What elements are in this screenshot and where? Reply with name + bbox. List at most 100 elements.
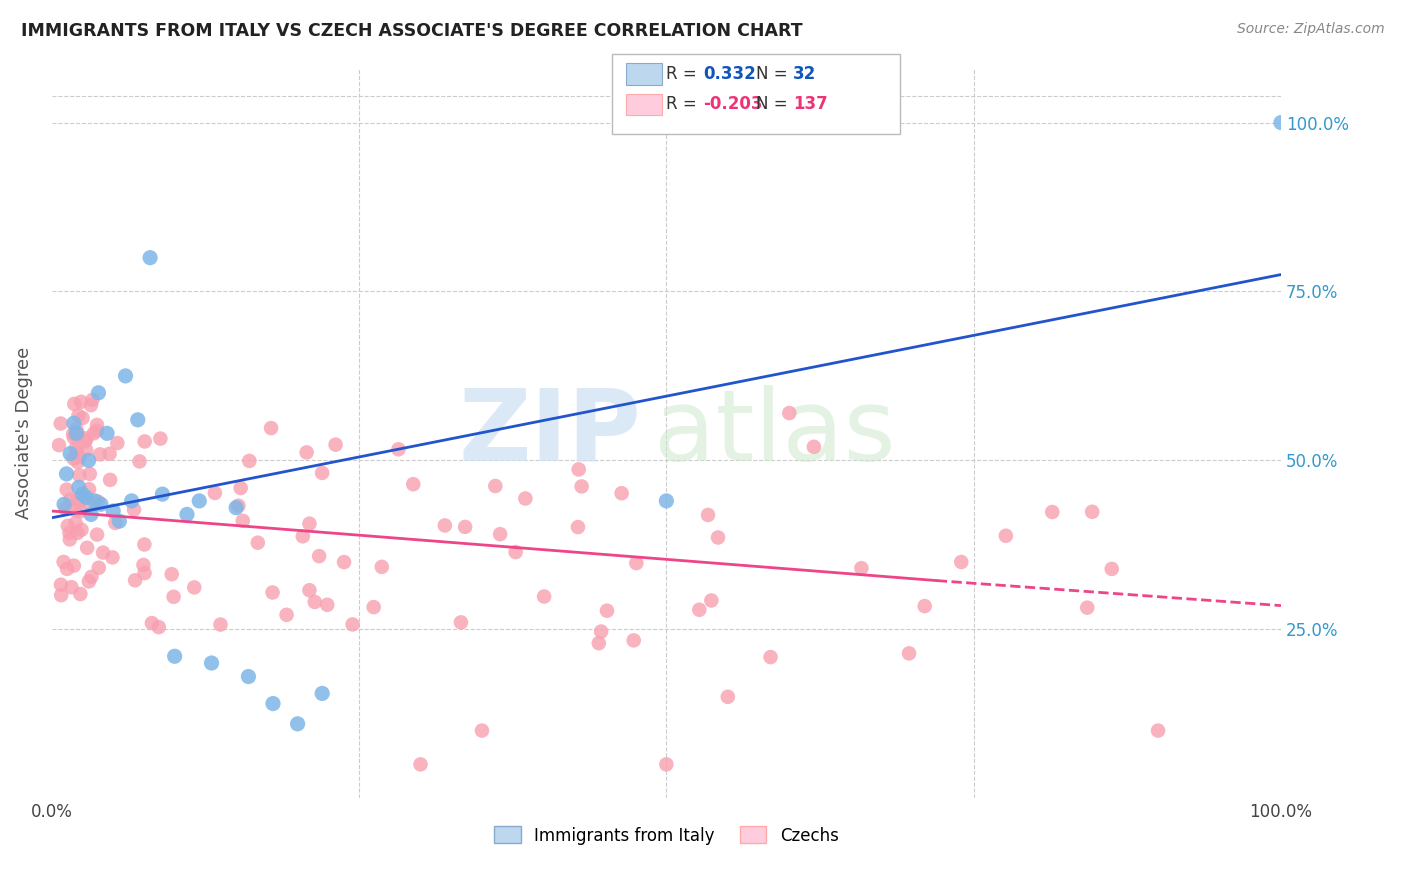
Point [688,603,710,617]
Point [70,394,93,409]
Point [75,443,97,458]
Point [56,562,79,576]
Point [803,440,825,454]
Point [114,368,136,383]
Text: 32: 32 [793,65,817,83]
Point [591,624,613,639]
Point [127,413,149,427]
Point [77,574,100,589]
Point [276,607,298,622]
Point [311,466,333,480]
Point [79,467,101,481]
Point [1147,723,1170,738]
Point [1040,505,1063,519]
Text: R =: R = [666,95,703,113]
Point [65,503,87,517]
Point [105,436,128,450]
Text: atlas: atlas [654,384,896,482]
Point [484,479,506,493]
Point [60,580,83,594]
Point [80,570,103,584]
Point [291,529,314,543]
Point [1270,115,1292,129]
Point [229,481,252,495]
Point [402,477,425,491]
Point [489,527,512,541]
Point [66,491,89,506]
Point [655,494,678,508]
Point [209,617,232,632]
Point [150,487,173,501]
Point [655,757,678,772]
Text: ZIP: ZIP [458,384,641,482]
Point [66,525,89,540]
Point [176,508,198,522]
Point [67,409,90,423]
Point [66,444,89,458]
Point [49,577,72,591]
Text: Source: ZipAtlas.com: Source: ZipAtlas.com [1237,22,1385,37]
Point [65,426,87,441]
Point [851,561,873,575]
Point [48,438,70,452]
Point [66,427,89,442]
Point [67,480,90,494]
Point [75,491,97,505]
Point [66,455,89,469]
Point [73,490,96,504]
Point [76,431,98,445]
Point [132,558,155,572]
Point [90,497,112,511]
Point [1076,600,1098,615]
Point [103,504,125,518]
Point [914,599,936,613]
Point [626,556,648,570]
Point [588,636,610,650]
Point [128,454,150,468]
Point [596,604,619,618]
Point [148,620,170,634]
Point [697,508,720,522]
Point [80,508,103,522]
Point [308,549,330,563]
Point [55,467,77,481]
Point [98,447,121,461]
Text: IMMIGRANTS FROM ITALY VS CZECH ASSOCIATE'S DEGREE CORRELATION CHART: IMMIGRANTS FROM ITALY VS CZECH ASSOCIATE… [21,22,803,40]
Point [72,411,94,425]
Point [67,495,90,509]
Point [82,392,104,407]
Point [70,523,93,537]
Point [316,598,339,612]
Point [69,587,91,601]
Point [59,533,82,547]
Point [55,483,77,497]
Point [52,555,75,569]
Point [433,518,456,533]
Point [325,438,347,452]
Point [62,451,84,466]
Point [183,581,205,595]
Text: 137: 137 [793,95,828,113]
Point [567,520,589,534]
Point [149,432,172,446]
Point [83,494,105,508]
Point [108,514,131,528]
Point [568,462,591,476]
Point [96,426,118,441]
Point [304,595,326,609]
Point [87,385,110,400]
Point [246,535,269,549]
Point [298,583,321,598]
Point [262,697,284,711]
Point [49,417,72,431]
Point [65,516,87,530]
Text: 0.332: 0.332 [703,65,756,83]
Point [238,454,260,468]
Point [759,650,782,665]
Point [533,590,555,604]
Point [63,397,86,411]
Point [58,525,80,540]
Point [950,555,973,569]
Point [86,527,108,541]
Point [287,716,309,731]
